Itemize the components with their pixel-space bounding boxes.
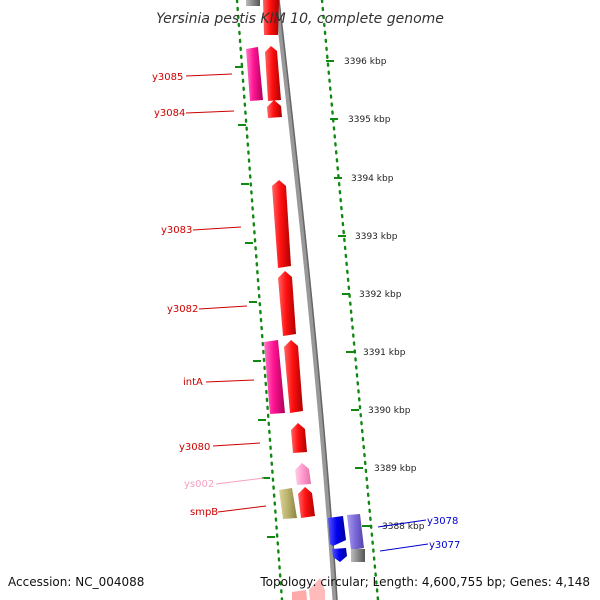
gene-y3085-red xyxy=(265,46,281,101)
gene-y3078-blue xyxy=(328,516,346,546)
gene-label-inta[interactable]: intA xyxy=(183,377,203,388)
label-leaders xyxy=(185,73,429,552)
tick-label: 3392 kbp xyxy=(359,290,402,300)
gene-y3077-blue xyxy=(332,548,347,562)
gene-y3083 xyxy=(272,180,291,268)
gene-smpb-red xyxy=(298,487,315,518)
genome-backbone xyxy=(274,0,338,600)
tick-label: 3389 kbp xyxy=(374,464,417,474)
gene-inta-red xyxy=(284,340,303,413)
tick-label: 3393 kbp xyxy=(355,232,398,242)
gene-y3085-magenta xyxy=(246,47,263,101)
gene-label-smpb[interactable]: smpB xyxy=(190,507,218,518)
gene-label-ys002[interactable]: ys002 xyxy=(184,479,214,490)
gene-feature-top-red xyxy=(263,0,279,35)
gene-feature-bottom-pink xyxy=(292,590,307,600)
genome-summary-text: Topology: circular; Length: 4,600,755 bp… xyxy=(259,575,590,589)
gene-smpb-olive xyxy=(279,488,297,519)
tick-label: 3391 kbp xyxy=(363,348,406,358)
tick-label: 3395 kbp xyxy=(348,115,391,125)
gene-y3077-gray xyxy=(351,549,365,562)
gene-label-y3077[interactable]: y3077 xyxy=(429,540,460,551)
gene-label-y3084[interactable]: y3084 xyxy=(154,108,185,119)
gene-y3080 xyxy=(291,423,307,453)
accession-text: Accession: NC_004088 xyxy=(8,575,144,589)
gene-ys002 xyxy=(295,463,311,485)
gene-label-y3083[interactable]: y3083 xyxy=(161,225,192,236)
gene-label-y3080[interactable]: y3080 xyxy=(179,442,210,453)
scale-labels: 3396 kbp 3395 kbp 3394 kbp 3393 kbp 3392… xyxy=(344,57,425,532)
gene-label-y3085[interactable]: y3085 xyxy=(152,72,183,83)
gene-label-y3082[interactable]: y3082 xyxy=(167,304,198,315)
tick-label: 3388 kbp xyxy=(382,522,425,532)
gene-label-y3078[interactable]: y3078 xyxy=(427,516,458,527)
gene-y3078-slate xyxy=(347,514,364,550)
tick-label: 3390 kbp xyxy=(368,406,411,416)
scale-ticks xyxy=(326,60,370,527)
map-title: Yersinia pestis KIM 10, complete genome xyxy=(156,11,444,27)
gene-feature-bottom-pink-2 xyxy=(309,578,325,600)
backbone-ticks xyxy=(235,66,275,538)
tick-label: 3396 kbp xyxy=(344,57,387,67)
tick-label: 3394 kbp xyxy=(351,174,394,184)
genome-backbone-edge xyxy=(278,0,338,600)
gene-inta-magenta xyxy=(264,340,285,414)
gene-y3084 xyxy=(267,100,282,118)
gene-feature-top-gray xyxy=(246,0,260,6)
gene-y3082 xyxy=(278,271,296,336)
